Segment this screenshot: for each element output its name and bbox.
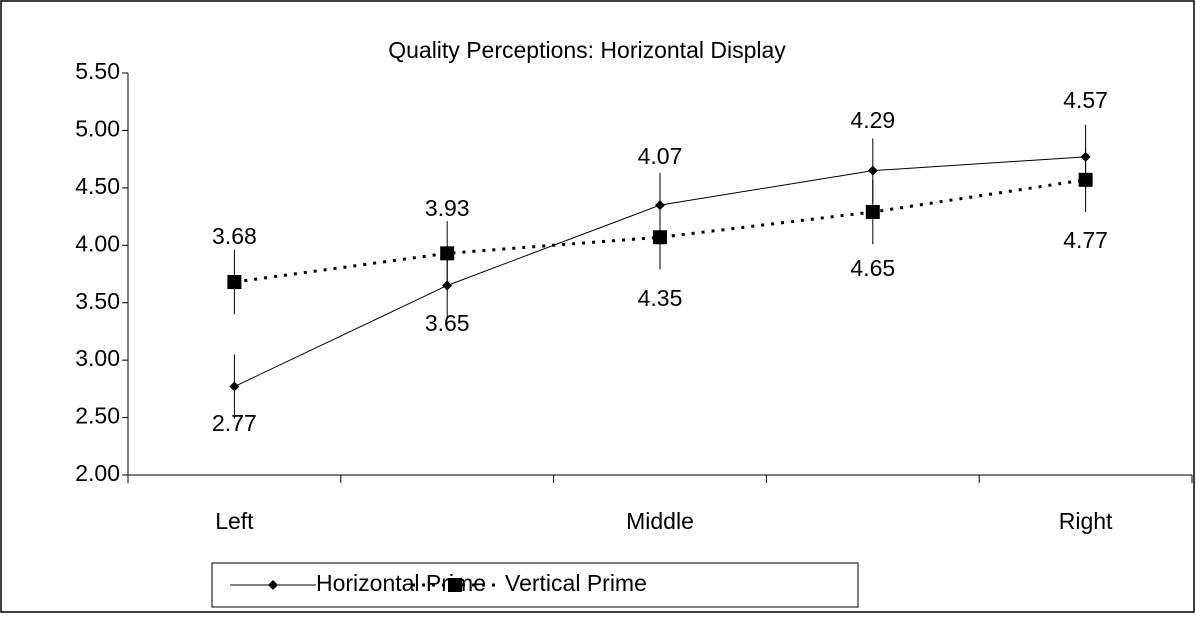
- chart-title: Quality Perceptions: Horizontal Display: [388, 37, 786, 63]
- data-label: 4.35: [638, 285, 683, 311]
- point: [653, 230, 667, 245]
- x-tick-label: Right: [1059, 508, 1113, 534]
- data-label: 4.57: [1063, 87, 1108, 113]
- legend-marker: [268, 580, 278, 590]
- y-tick-label: 2.00: [75, 460, 120, 486]
- data-label: 4.77: [1063, 227, 1108, 253]
- y-tick-label: 4.00: [75, 230, 120, 256]
- point: [867, 165, 878, 176]
- y-tick-label: 2.50: [75, 403, 120, 429]
- point: [227, 275, 242, 290]
- data-label: 3.93: [425, 195, 470, 221]
- y-tick-label: 5.00: [75, 116, 120, 142]
- point: [865, 204, 880, 219]
- data-label: 3.68: [212, 223, 257, 249]
- point: [440, 246, 455, 261]
- legend-label: Vertical Prime: [505, 570, 647, 596]
- x-tick-label: Left: [215, 508, 254, 534]
- y-tick-label: 5.50: [75, 58, 120, 84]
- data-label: 4.29: [850, 107, 895, 133]
- y-tick-label: 4.50: [75, 173, 120, 199]
- data-label: 3.65: [425, 310, 470, 336]
- x-tick-label: Middle: [626, 508, 694, 534]
- data-label: 2.77: [212, 410, 257, 436]
- point: [229, 381, 240, 392]
- data-label: 4.65: [850, 255, 895, 281]
- legend-marker: [448, 578, 462, 592]
- y-tick-label: 3.00: [75, 345, 120, 371]
- data-label: 4.07: [638, 143, 683, 169]
- legend-box: [211, 562, 859, 608]
- y-tick-label: 3.50: [75, 288, 120, 314]
- point: [1078, 172, 1093, 187]
